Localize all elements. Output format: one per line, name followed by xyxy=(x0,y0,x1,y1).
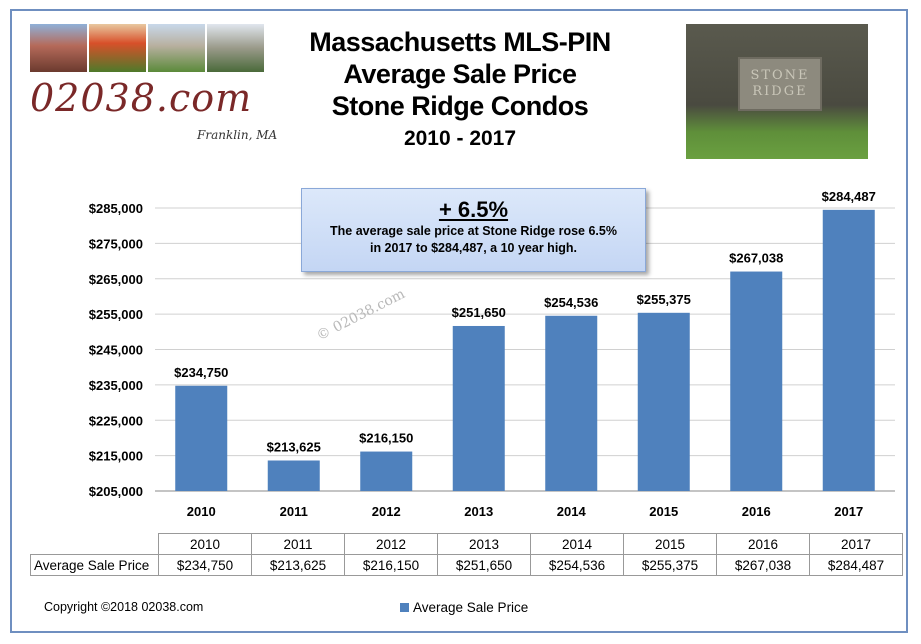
callout-line-1: The average sale price at Stone Ridge ro… xyxy=(330,224,617,238)
copyright-text: Copyright ©2018 02038.com xyxy=(44,600,204,614)
bar xyxy=(822,209,875,491)
table-value-cell: $251,650 xyxy=(437,554,531,576)
x-tick-label: 2014 xyxy=(557,504,587,519)
sign-line-2: RIDGE xyxy=(752,84,808,99)
table-value-cell: $267,038 xyxy=(716,554,810,576)
y-tick-label: $225,000 xyxy=(89,413,143,428)
y-tick-label: $245,000 xyxy=(89,343,143,358)
y-tick-label: $285,000 xyxy=(89,201,143,216)
data-label: $254,536 xyxy=(544,295,598,310)
data-label: $234,750 xyxy=(174,365,228,380)
table-year-cell: 2017 xyxy=(809,533,903,555)
bar xyxy=(637,312,690,491)
data-table: 2010 2011 2012 2013 2014 2015 2016 2017 … xyxy=(30,533,903,576)
town-photos xyxy=(30,24,264,72)
logo-subtitle: Franklin, MA xyxy=(197,128,278,142)
y-tick-label: $265,000 xyxy=(89,272,143,287)
bar xyxy=(267,460,320,491)
bar xyxy=(730,271,783,491)
bar xyxy=(360,451,413,491)
photo-autumn-tree xyxy=(89,24,146,72)
table-corner xyxy=(31,534,159,555)
table-value-cell: $234,750 xyxy=(158,554,252,576)
table-year-cell: 2012 xyxy=(344,533,438,555)
x-tick-label: 2010 xyxy=(187,504,216,519)
x-tick-label: 2012 xyxy=(372,504,401,519)
table-year-cell: 2015 xyxy=(623,533,717,555)
legend: Average Sale Price xyxy=(400,600,528,615)
legend-swatch xyxy=(400,603,409,612)
table-value-cell: $284,487 xyxy=(809,554,903,576)
callout-line-2: in 2017 to $284,487, a 10 year high. xyxy=(369,241,578,255)
bar xyxy=(545,315,598,491)
x-tick-label: 2011 xyxy=(280,504,308,519)
y-tick-label: $235,000 xyxy=(89,378,143,393)
table-value-cell: $255,375 xyxy=(623,554,717,576)
data-label: $213,625 xyxy=(267,439,321,454)
table-value-cell: $254,536 xyxy=(530,554,624,576)
table-year-cell: 2014 xyxy=(530,533,624,555)
x-tick-label: 2015 xyxy=(649,504,678,519)
table-value-cell: $216,150 xyxy=(344,554,438,576)
table-year-cell: 2013 xyxy=(437,533,531,555)
title-line-2: Average Sale Price xyxy=(343,59,577,89)
data-label: $216,150 xyxy=(359,431,413,446)
data-label: $255,375 xyxy=(637,292,691,307)
y-tick-label: $275,000 xyxy=(89,236,143,251)
legend-label: Average Sale Price xyxy=(413,600,529,615)
table-value-row: Average Sale Price $234,750 $213,625 $21… xyxy=(30,554,903,576)
photo-historic-building xyxy=(30,24,87,72)
photo-statue xyxy=(207,24,264,72)
logo: 02038.com xyxy=(30,76,253,120)
callout-box: + 6.5% The average sale price at Stone R… xyxy=(301,188,646,272)
table-row-label: Average Sale Price xyxy=(30,554,159,576)
table-year-cell: 2010 xyxy=(158,533,252,555)
table-year-cell: 2016 xyxy=(716,533,810,555)
stone-ridge-sign-photo: STONE RIDGE xyxy=(686,24,868,159)
table-year-cell: 2011 xyxy=(251,533,345,555)
sign-plate: STONE RIDGE xyxy=(738,57,822,111)
title-line-1: Massachusetts MLS-PIN xyxy=(309,27,611,57)
x-tick-label: 2013 xyxy=(464,504,493,519)
y-tick-label: $205,000 xyxy=(89,484,143,499)
bar xyxy=(452,325,505,491)
bar xyxy=(175,385,228,491)
data-label: $251,650 xyxy=(452,305,506,320)
title-line-3: Stone Ridge Condos xyxy=(331,91,589,121)
table-value-cell: $213,625 xyxy=(251,554,345,576)
y-tick-label: $255,000 xyxy=(89,307,143,322)
chart-title: Massachusetts MLS-PIN Average Sale Price… xyxy=(300,26,620,156)
callout-headline: + 6.5% xyxy=(438,197,509,222)
y-tick-label: $215,000 xyxy=(89,449,143,464)
photo-house xyxy=(148,24,205,72)
sign-line-1: STONE xyxy=(750,68,810,83)
title-line-4: 2010 - 2017 xyxy=(403,127,517,150)
data-label: $284,487 xyxy=(822,189,876,204)
data-label: $267,038 xyxy=(729,251,783,266)
x-tick-label: 2017 xyxy=(834,504,863,519)
x-tick-label: 2016 xyxy=(742,504,771,519)
table-year-row: 2010 2011 2012 2013 2014 2015 2016 2017 xyxy=(31,533,903,555)
